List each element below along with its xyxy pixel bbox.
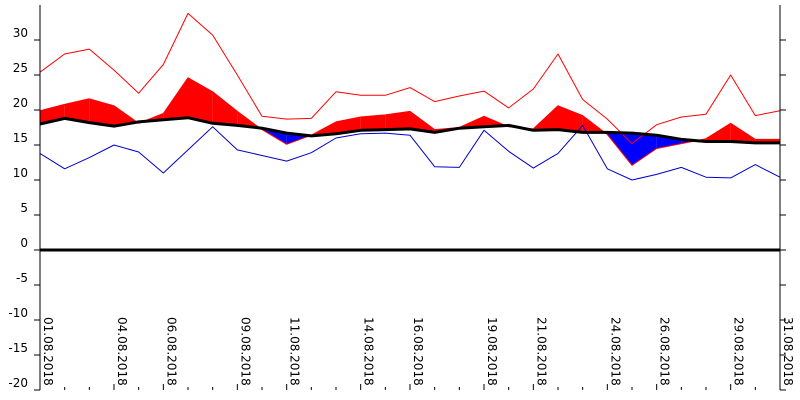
above-normal-fill <box>706 123 731 142</box>
x-tick-label: 21.08.2018 <box>534 317 548 386</box>
y-tick-label: 25 <box>13 61 28 75</box>
y-tick-label: -10 <box>8 306 28 320</box>
y-tick-label: 20 <box>13 96 28 110</box>
series-max-line <box>39 12 781 145</box>
x-tick-label: 01.08.2018 <box>41 317 55 386</box>
x-tick-label: 09.08.2018 <box>238 317 252 386</box>
above-normal-fill <box>212 91 238 126</box>
above-normal-fill <box>360 114 386 131</box>
x-tick-label: 19.08.2018 <box>485 317 499 386</box>
x-tick-label: 26.08.2018 <box>658 317 672 386</box>
axes <box>34 5 786 391</box>
x-tick-label: 16.08.2018 <box>411 317 425 386</box>
y-tick-label: -5 <box>16 271 28 285</box>
y-tick-label: 15 <box>13 131 28 145</box>
y-tick-label: 0 <box>20 236 28 250</box>
above-normal-fill <box>410 111 435 133</box>
above-normal-fill <box>64 98 90 123</box>
x-tick-label: 29.08.2018 <box>732 317 746 386</box>
below-normal-fill <box>632 133 657 166</box>
x-tick-label: 31.08.2018 <box>781 317 795 386</box>
y-tick-label: -20 <box>8 376 28 390</box>
above-normal-fill <box>730 123 756 143</box>
x-tick-label: 14.08.2018 <box>362 317 376 386</box>
above-normal-fill <box>336 117 361 134</box>
y-tick-label: -15 <box>8 341 28 355</box>
x-tick-label: 24.08.2018 <box>608 317 622 386</box>
y-tick-label: 10 <box>13 166 28 180</box>
x-tick-label: 04.08.2018 <box>115 317 129 386</box>
y-tick-label: 5 <box>20 201 28 215</box>
above-normal-fill <box>89 98 114 127</box>
series-mean-line <box>39 77 780 166</box>
x-tick-label: 06.08.2018 <box>164 317 178 386</box>
above-normal-fill <box>114 105 138 127</box>
above-normal-fill <box>163 77 188 120</box>
above-normal-fill <box>385 111 410 130</box>
above-normal-fill <box>558 105 583 133</box>
above-normal-fill <box>188 77 213 124</box>
series-normal-line <box>39 116 780 145</box>
y-tick-label: 30 <box>13 26 28 40</box>
series-lines <box>39 12 781 181</box>
series-min-line <box>39 124 781 181</box>
x-tick-label: 11.08.2018 <box>288 317 302 386</box>
axis-labels: -20 -15 -10 -5 0 5 10 15 20 25 30 01.08.2018 04.08.2… <box>8 26 795 390</box>
